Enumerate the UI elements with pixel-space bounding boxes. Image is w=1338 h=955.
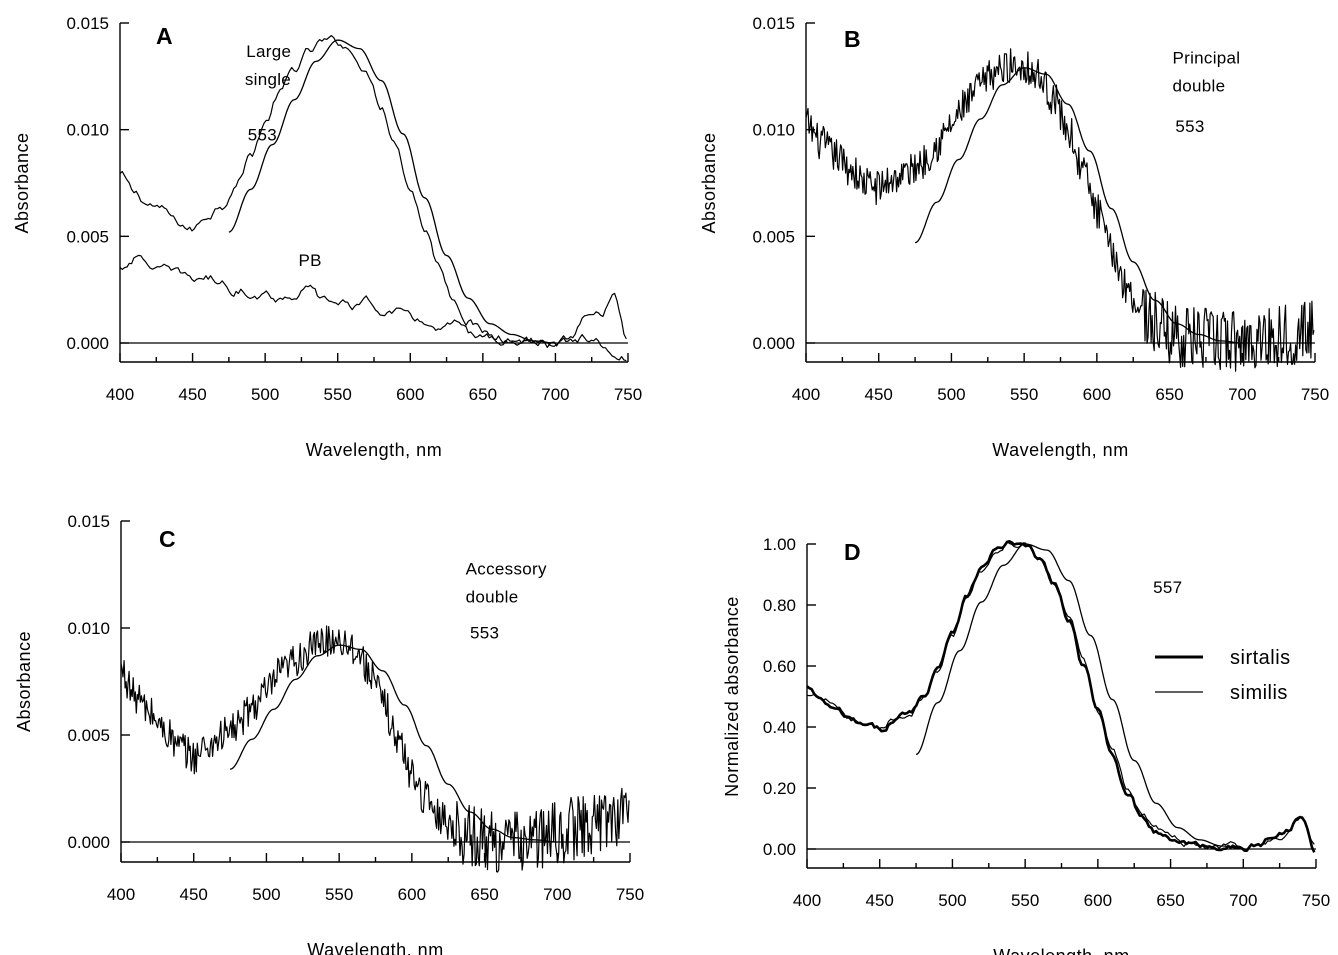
- template-fit-curve: [914, 67, 1243, 344]
- x-tick-label: 400: [792, 385, 820, 404]
- x-tick-label: 600: [1083, 385, 1111, 404]
- x-tick-label: 400: [107, 885, 135, 904]
- y-axis-label: Normalized absorbance: [722, 596, 742, 797]
- x-axis-label: Wavelength, nm: [993, 946, 1129, 955]
- y-tick-label: 1.00: [763, 535, 796, 554]
- x-tick-label: 550: [1010, 385, 1038, 404]
- y-tick-label: 0.005: [752, 227, 795, 246]
- annotation: single: [245, 70, 291, 89]
- annotation: 553: [1175, 117, 1204, 136]
- y-tick-label: 0.000: [67, 833, 110, 852]
- panel-letter: B: [844, 26, 861, 52]
- x-tick-label: 650: [1155, 385, 1183, 404]
- y-tick-label: 0.010: [752, 121, 795, 140]
- x-tick-label: 400: [106, 385, 134, 404]
- y-tick-label: 0.80: [763, 596, 796, 615]
- legend-label-sirtalis: sirtalis: [1230, 647, 1291, 669]
- x-axis-label: Wavelength, nm: [992, 440, 1128, 460]
- y-axis-label: Absorbance: [699, 132, 719, 233]
- panel-a: 400 450 500 550 600 650 700 750 0.000 0.005 0.010 0…: [12, 14, 642, 460]
- absorbance-spectrum: [119, 35, 627, 347]
- template-fit-curve: [915, 543, 1244, 850]
- annotation: double: [1172, 76, 1225, 95]
- x-axis-label: Wavelength, nm: [307, 940, 443, 955]
- absorbance-spectrum: [120, 625, 630, 873]
- annotation: double: [466, 587, 519, 606]
- x-tick-label: 450: [865, 385, 893, 404]
- y-tick-label: 0.005: [67, 726, 110, 745]
- template-fit-curve: [229, 644, 558, 843]
- y-tick-label: 0.000: [66, 334, 109, 353]
- y-tick-label: 0.015: [752, 14, 795, 33]
- x-tick-label: 600: [396, 385, 424, 404]
- panel-d: 400 450 500 550 600 650 700 750 0.00 0.20 0.40 0.60…: [722, 535, 1330, 955]
- annotation: PB: [299, 251, 322, 270]
- y-tick-label: 0.20: [763, 779, 796, 798]
- x-tick-label: 600: [1084, 891, 1112, 910]
- panel-letter: C: [159, 526, 176, 552]
- y-tick-label: 0.010: [66, 121, 109, 140]
- y-tick-label: 0.005: [66, 227, 109, 246]
- y-tick-label: 0.000: [752, 334, 795, 353]
- x-tick-label: 700: [1228, 385, 1256, 404]
- y-tick-label: 0.015: [67, 512, 110, 531]
- annotation: Large: [246, 42, 291, 61]
- x-tick-label: 750: [616, 885, 644, 904]
- y-axis-label: Absorbance: [12, 132, 32, 233]
- panel-c: 400 450 500 550 600 650 700 750 0.000 0.005 0.010 0…: [14, 512, 644, 955]
- x-tick-label: 550: [324, 385, 352, 404]
- y-tick-label: 0.40: [763, 718, 796, 737]
- y-tick-label: 0.015: [66, 14, 109, 33]
- x-tick-label: 450: [180, 885, 208, 904]
- x-tick-label: 500: [252, 885, 280, 904]
- x-tick-label: 500: [251, 385, 279, 404]
- panel-letter: D: [844, 539, 861, 565]
- x-axis-label: Wavelength, nm: [306, 440, 442, 460]
- x-tick-label: 750: [1302, 891, 1330, 910]
- template-fit-curve: [228, 39, 556, 344]
- legend-label-similis: similis: [1230, 682, 1288, 704]
- y-tick-label: 0.010: [67, 619, 110, 638]
- x-tick-label: 750: [1301, 385, 1329, 404]
- absorbance-spectrum: [805, 48, 1315, 372]
- annotation: 557: [1153, 578, 1182, 597]
- x-tick-label: 450: [866, 891, 894, 910]
- panel-b: 400 450 500 550 600 650 700 750 0.000 0.005 0.010 0…: [699, 14, 1329, 460]
- series-similis: [806, 541, 1315, 850]
- annotation: Principal: [1172, 49, 1240, 68]
- x-tick-label: 700: [543, 885, 571, 904]
- x-tick-label: 600: [398, 885, 426, 904]
- x-tick-label: 700: [1229, 891, 1257, 910]
- annotation: 553: [248, 125, 277, 144]
- annotation: 553: [470, 624, 499, 643]
- x-tick-label: 650: [1156, 891, 1184, 910]
- x-tick-label: 500: [938, 891, 966, 910]
- absorbance-spectrum: [119, 254, 627, 362]
- x-tick-label: 550: [325, 885, 353, 904]
- x-tick-label: 400: [793, 891, 821, 910]
- x-tick-label: 700: [541, 385, 569, 404]
- x-tick-label: 550: [1011, 891, 1039, 910]
- panel-letter: A: [156, 23, 173, 49]
- x-tick-label: 750: [614, 385, 642, 404]
- y-tick-label: 0.60: [763, 657, 796, 676]
- y-tick-label: 0.00: [763, 840, 796, 859]
- x-tick-label: 650: [470, 885, 498, 904]
- x-tick-label: 500: [937, 385, 965, 404]
- annotation: Accessory: [466, 560, 547, 579]
- x-tick-label: 450: [178, 385, 206, 404]
- y-axis-label: Absorbance: [14, 631, 34, 732]
- x-tick-label: 650: [469, 385, 497, 404]
